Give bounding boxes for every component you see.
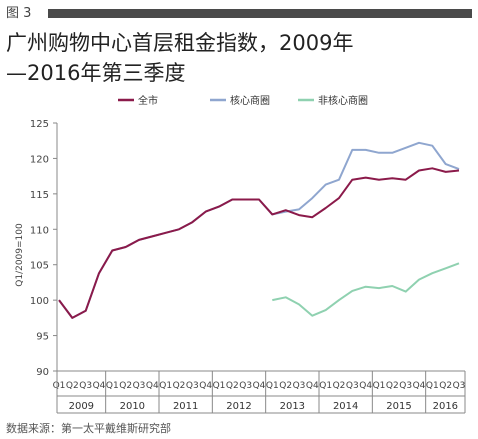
axes: 90 95 100 105 110 115 120 125 Q1/2009=100 [15, 119, 58, 378]
x-tick-label: Q1 [266, 381, 279, 391]
series-line [272, 262, 460, 317]
y-tick-label: 120 [30, 154, 49, 165]
x-tick-label: Q4 [413, 381, 426, 391]
y-tick-label: 105 [30, 261, 49, 272]
y-tick-label: 95 [36, 332, 49, 343]
year-label: 2012 [226, 401, 251, 412]
x-tick-label: Q2 [333, 381, 346, 391]
x-tick-label: Q1 [53, 381, 66, 391]
x-tick-label: Q4 [306, 381, 319, 391]
source-note: 数据来源：第一太平戴维斯研究部 [6, 422, 171, 435]
series-line [58, 141, 460, 319]
x-tick-label: Q1 [319, 381, 332, 391]
x-tick-label: Q4 [253, 381, 266, 391]
year-label: 2016 [433, 401, 458, 412]
x-tick-label: Q3 [346, 381, 359, 391]
y-tick-label: 125 [30, 119, 49, 130]
x-tick-label: Q2 [226, 381, 239, 391]
legend-label: 核心商圈 [230, 94, 270, 107]
y-axis-label: Q1/2009=100 [15, 223, 25, 287]
legend: 全市 核心商圈 非核心商圈 [118, 94, 368, 107]
x-tick-label: Q3 [453, 381, 466, 391]
x-tick-label: Q3 [239, 381, 252, 391]
y-tick-label: 100 [30, 296, 49, 307]
x-tick-label: Q2 [439, 381, 452, 391]
x-tick-label: Q1 [106, 381, 119, 391]
x-tick-label: Q1 [373, 381, 386, 391]
legend-label: 非核心商圈 [318, 94, 368, 107]
y-tick-label: 90 [36, 367, 49, 378]
x-tick-label: Q1 [426, 381, 439, 391]
x-tick-label: Q3 [293, 381, 306, 391]
year-label: 2014 [333, 401, 358, 412]
chart-title: 广州购物中心首层租金指数，2009年 —2016年第三季度 [6, 28, 472, 88]
series-lines [58, 141, 460, 319]
year-label: 2010 [120, 401, 145, 412]
chart-title-line1: 广州购物中心首层租金指数，2009年 [6, 31, 354, 55]
x-tick-label: Q3 [133, 381, 146, 391]
line-chart: 全市 核心商圈 非核心商圈 90 95 100 105 110 115 120 125 Q1/200… [15, 94, 466, 414]
x-tick-label: Q1 [213, 381, 226, 391]
x-tick-label: Q2 [279, 381, 292, 391]
figure-label-bar [48, 9, 472, 18]
x-tick-label: Q4 [93, 381, 106, 391]
chart-title-line2: —2016年第三季度 [6, 61, 186, 85]
y-tick-label: 115 [30, 190, 49, 201]
x-tick-label: Q2 [386, 381, 399, 391]
legend-label: 全市 [138, 94, 158, 107]
year-label: 2013 [280, 401, 305, 412]
figure-label: 图 3 [6, 6, 32, 21]
x-tick-label: Q2 [173, 381, 186, 391]
x-tick-label: Q1 [159, 381, 172, 391]
x-tick-label: Q2 [119, 381, 132, 391]
x-tick-label: Q4 [359, 381, 372, 391]
year-label: 2009 [69, 401, 94, 412]
series-line [58, 167, 460, 319]
year-label: 2011 [173, 401, 198, 412]
year-label: 2015 [386, 401, 411, 412]
x-tick-label: Q3 [186, 381, 199, 391]
x-tick-label: Q2 [66, 381, 79, 391]
x-tick-label: Q3 [79, 381, 92, 391]
x-axis: Q1 Q2 Q3 Q4 Q1 Q2 Q3 Q4 Q1 Q2 Q3 Q4 Q1 Q2 Q3 Q4 Q1 Q2 Q3 Q4… [53, 370, 466, 414]
x-tick-label: Q3 [399, 381, 412, 391]
x-tick-label: Q4 [199, 381, 212, 391]
x-tick-label: Q4 [146, 381, 159, 391]
y-tick-label: 110 [30, 225, 49, 236]
